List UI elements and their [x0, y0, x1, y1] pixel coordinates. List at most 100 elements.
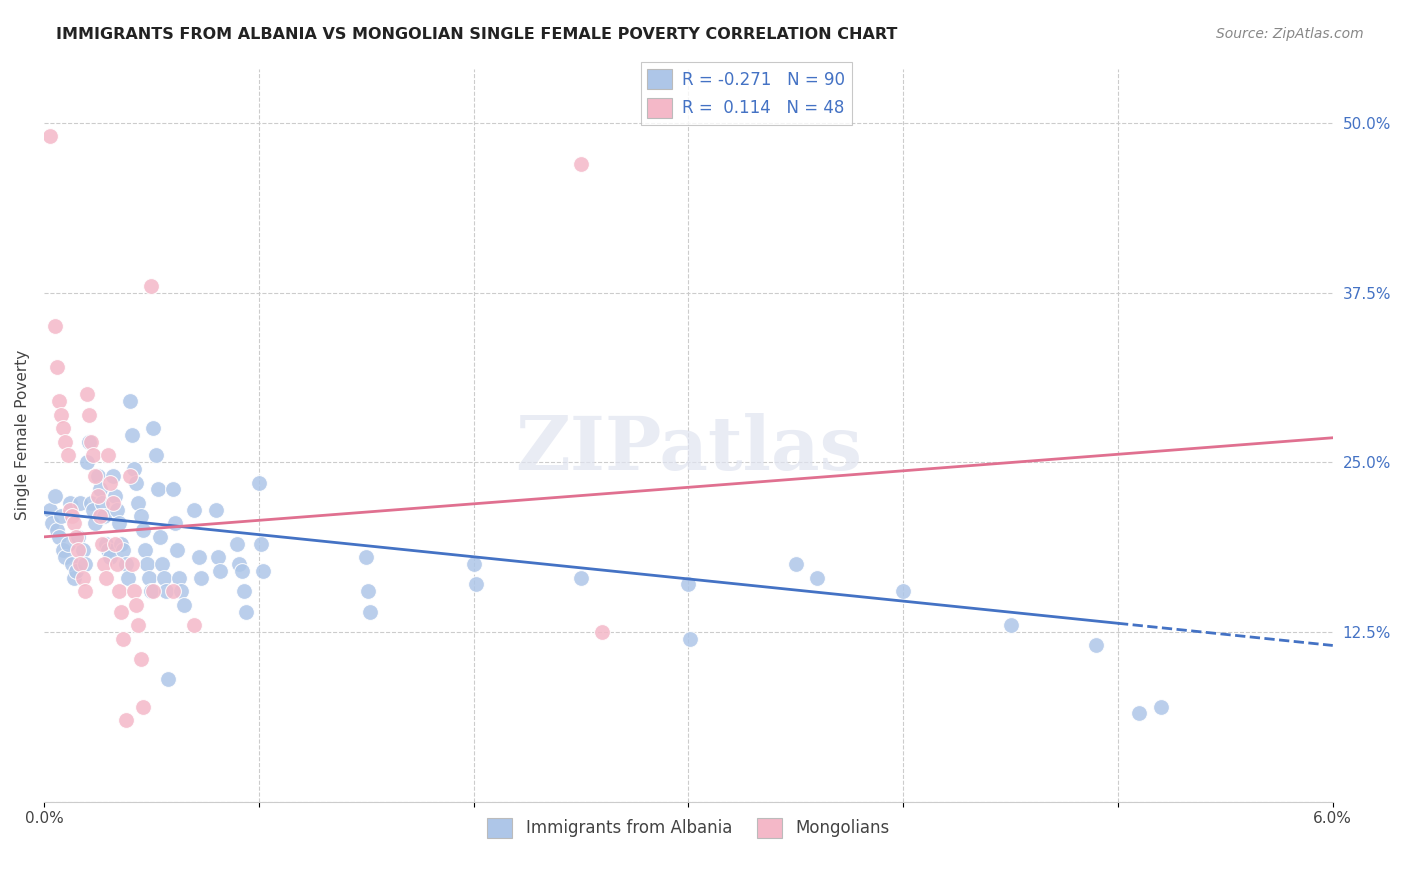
Point [82, 449, 104, 463]
Point [89, 483, 111, 497]
Point [162, 483, 184, 497]
Point [122, 584, 145, 599]
Point [464, 577, 486, 591]
Point [108, 516, 131, 531]
Point [69, 557, 91, 571]
Point [127, 618, 149, 632]
Point [247, 475, 270, 490]
Point [49, 408, 72, 422]
Point [69, 496, 91, 510]
Point [39, 129, 62, 144]
Point [678, 577, 700, 591]
Point [41, 516, 63, 531]
Point [136, 557, 159, 571]
Point [100, 550, 122, 565]
Point [232, 584, 254, 599]
Point [142, 421, 165, 435]
Point [49, 509, 72, 524]
Point [166, 543, 188, 558]
Point [60, 509, 83, 524]
Point [183, 618, 205, 632]
Point [67, 530, 90, 544]
Point [52, 421, 75, 435]
Point [84, 468, 107, 483]
Point [105, 502, 128, 516]
Point [145, 449, 167, 463]
Point [76, 387, 98, 401]
Point [110, 605, 132, 619]
Point [127, 496, 149, 510]
Point [1128, 706, 1150, 721]
Point [48, 530, 70, 544]
Point [228, 557, 250, 571]
Point [157, 673, 180, 687]
Point [77, 434, 100, 449]
Point [104, 536, 127, 550]
Point [86, 489, 108, 503]
Point [114, 557, 136, 571]
Point [59, 496, 82, 510]
Point [131, 699, 153, 714]
Point [1150, 699, 1173, 714]
Point [96, 571, 118, 585]
Y-axis label: Single Female Poverty: Single Female Poverty [15, 350, 30, 520]
Point [235, 605, 257, 619]
Point [45, 523, 67, 537]
Point [60, 557, 83, 571]
Point [112, 632, 135, 646]
Point [76, 455, 98, 469]
Point [56, 536, 79, 550]
Point [187, 550, 209, 565]
Point [125, 598, 148, 612]
Point [146, 483, 169, 497]
Point [155, 584, 177, 599]
Point [101, 496, 124, 510]
Point [359, 605, 381, 619]
Text: Source: ZipAtlas.com: Source: ZipAtlas.com [1216, 27, 1364, 41]
Point [354, 550, 377, 565]
Point [86, 468, 108, 483]
Point [231, 564, 253, 578]
Point [121, 428, 143, 442]
Point [72, 543, 94, 558]
Point [53, 550, 76, 565]
Point [53, 434, 76, 449]
Point [173, 598, 195, 612]
Point [89, 509, 111, 524]
Point [149, 530, 172, 544]
Point [134, 543, 156, 558]
Point [73, 557, 96, 571]
Point [129, 652, 152, 666]
Point [104, 489, 127, 503]
Point [80, 434, 103, 449]
Point [141, 278, 163, 293]
Point [162, 584, 184, 599]
Point [806, 571, 828, 585]
Point [93, 509, 115, 524]
Point [569, 571, 592, 585]
Point [207, 550, 229, 565]
Point [48, 394, 70, 409]
Point [131, 523, 153, 537]
Point [110, 536, 132, 550]
Point [226, 536, 249, 550]
Point [52, 543, 75, 558]
Point [63, 571, 86, 585]
Point [65, 564, 87, 578]
Point [118, 468, 141, 483]
Point [891, 584, 914, 599]
Point [163, 516, 186, 531]
Point [100, 475, 122, 490]
Point [1000, 618, 1022, 632]
Point [183, 502, 205, 516]
Point [93, 557, 115, 571]
Point [141, 584, 163, 599]
Point [1085, 639, 1108, 653]
Point [463, 557, 485, 571]
Point [357, 584, 380, 599]
Point [108, 584, 131, 599]
Point [45, 360, 67, 375]
Text: ZIPatlas: ZIPatlas [515, 413, 862, 486]
Text: IMMIGRANTS FROM ALBANIA VS MONGOLIAN SINGLE FEMALE POVERTY CORRELATION CHART: IMMIGRANTS FROM ALBANIA VS MONGOLIAN SIN… [56, 27, 897, 42]
Point [150, 557, 173, 571]
